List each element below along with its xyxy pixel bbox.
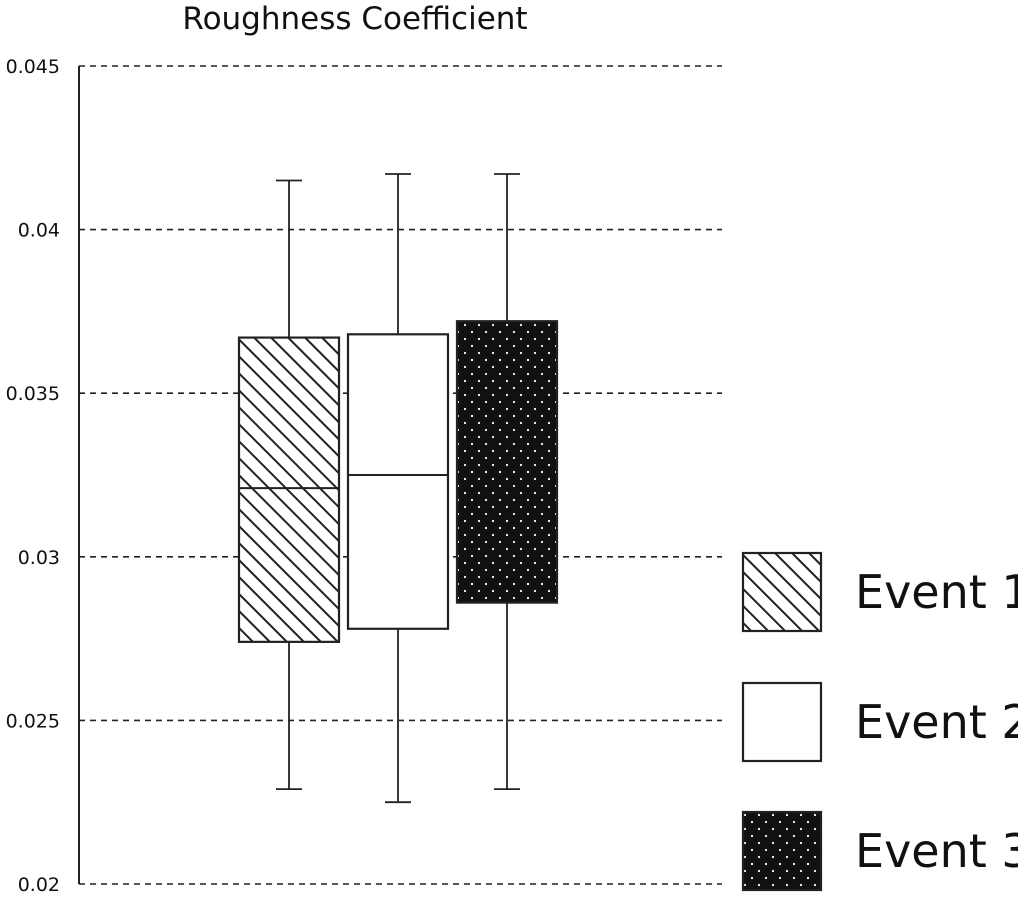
y-tick-label: 0.02 xyxy=(18,874,60,896)
legend-item-2: Event 2 xyxy=(741,681,1018,763)
y-axis: 0.02 0.025 0.03 0.035 0.04 0.045 xyxy=(6,56,80,896)
legend-item-1: Event 1 xyxy=(741,551,1018,633)
legend-label: Event 1 xyxy=(855,565,1018,619)
legend-label: Event 3 xyxy=(855,824,1018,878)
legend-swatch xyxy=(741,681,823,763)
chart-title: Roughness Coefficient xyxy=(182,1,527,37)
y-tick-label: 0.03 xyxy=(18,547,60,569)
iqr-box xyxy=(346,333,450,630)
legend-label: Event 2 xyxy=(855,695,1018,749)
legend-item-3: Event 3 xyxy=(741,810,1018,892)
iqr-box xyxy=(237,336,341,643)
y-tick-label: 0.035 xyxy=(6,383,60,405)
legend: Event 1 Event 2 Event 3 xyxy=(741,551,1018,892)
iqr-box xyxy=(455,320,559,604)
y-tick-label: 0.045 xyxy=(6,56,60,78)
box-1 xyxy=(237,179,341,791)
boxes xyxy=(237,173,559,804)
box-2 xyxy=(346,173,450,804)
y-tick-label: 0.025 xyxy=(6,710,60,732)
legend-swatch xyxy=(741,551,823,633)
y-tick-label: 0.04 xyxy=(18,220,60,242)
legend-swatch xyxy=(741,810,823,892)
box-3 xyxy=(455,173,559,791)
